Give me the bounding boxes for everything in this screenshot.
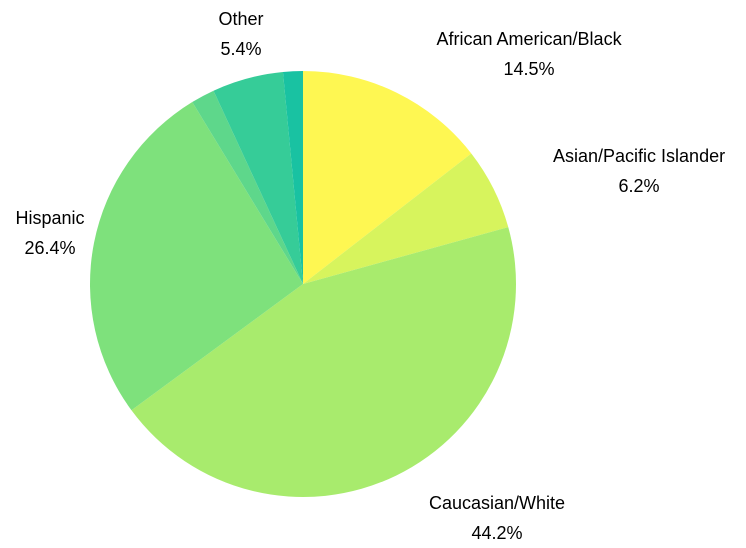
label-caucasian-white: Caucasian/White 44.2% [429,488,565,548]
pie-slice-asian-pacific-islander [303,153,509,284]
slice-label-name: Other [218,9,264,29]
slice-label-value: 6.2% [618,176,660,196]
slice-label-value: 44.2% [471,523,523,543]
slice-label-value: 26.4% [24,238,76,258]
pie-slice-hispanic [90,102,303,411]
slice-label-name: Asian/Pacific Islander [553,146,726,166]
pie-slice-unlabeled-4 [192,90,303,285]
pie-slice-other [213,71,303,284]
label-asian-pacific-islander: Asian/Pacific Islander 6.2% [553,141,725,201]
slice-label-value: 5.4% [220,39,262,59]
label-hispanic: Hispanic 26.4% [16,203,85,263]
label-african-american-black: African American/Black 14.5% [437,24,622,84]
pie-slice-unlabeled-6 [282,71,303,284]
slice-label-value: 14.5% [503,59,555,79]
label-other: Other 5.4% [219,4,264,64]
slice-label-name: Hispanic [15,208,85,228]
pie-slice-caucasian-white [131,227,516,497]
slice-label-name: Caucasian/White [429,493,566,513]
pie-slice-african-american-black [303,71,472,284]
slice-label-name: African American/Black [436,29,622,49]
